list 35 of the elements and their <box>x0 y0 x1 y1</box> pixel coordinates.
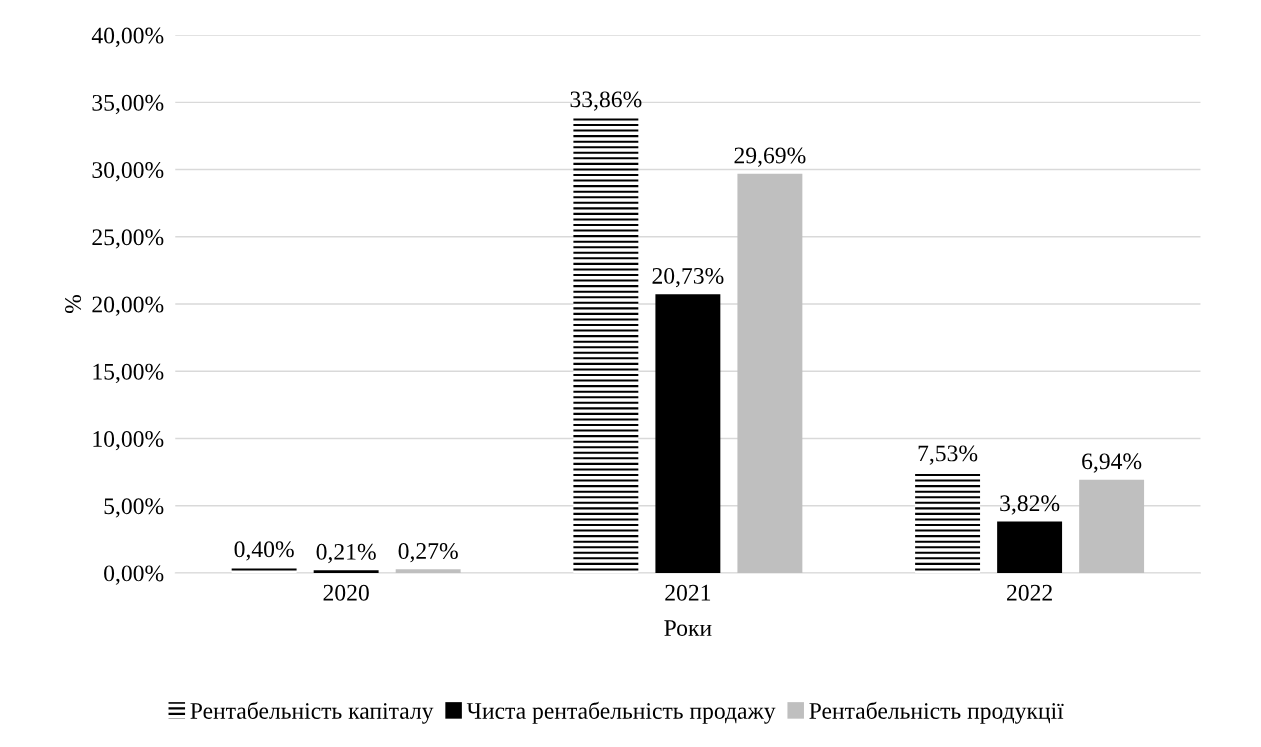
y-tick-label: 20,00% <box>92 296 164 316</box>
data-label: 0,21% <box>316 543 376 564</box>
y-tick-label: 25,00% <box>92 229 164 249</box>
y-tick-label: 40,00% <box>91 27 164 47</box>
x-tick-label: 2021 <box>665 584 711 601</box>
bar <box>395 569 461 573</box>
bar <box>231 567 297 573</box>
data-label: 0,27% <box>398 543 458 563</box>
data-label: 0,40% <box>234 541 294 561</box>
x-axis-title: Роки <box>664 620 712 636</box>
bar <box>1079 479 1145 573</box>
data-label: 6,94% <box>1082 453 1142 473</box>
bar <box>573 117 639 573</box>
y-axis-title: % <box>65 295 82 314</box>
bar <box>737 173 803 573</box>
x-tick-label: 2020 <box>323 584 369 601</box>
data-label: 29,69% <box>734 147 806 167</box>
y-tick-label: 35,00% <box>92 94 164 115</box>
data-label: 33,86% <box>570 91 642 111</box>
bar <box>997 521 1063 573</box>
legend-label: Рентабельність капіталу <box>190 701 434 724</box>
y-tick-label: 10,00% <box>93 430 164 451</box>
y-tick-label: 5,00% <box>104 498 164 518</box>
legend-label: Рентабельність продукції <box>809 701 1064 724</box>
y-tick-label: 30,00% <box>92 162 164 182</box>
data-label: 20,73% <box>652 267 724 288</box>
bar <box>313 570 379 573</box>
legend-label: Чиста рентабельність продажу <box>466 701 776 724</box>
bar <box>915 471 981 573</box>
bar <box>655 294 721 573</box>
data-label: 3,82% <box>1000 495 1060 515</box>
x-tick-label: 2022 <box>1007 584 1052 601</box>
y-tick-label: 15,00% <box>93 363 164 384</box>
data-label: 7,53% <box>918 445 978 465</box>
y-tick-label: 0,00% <box>104 565 164 585</box>
